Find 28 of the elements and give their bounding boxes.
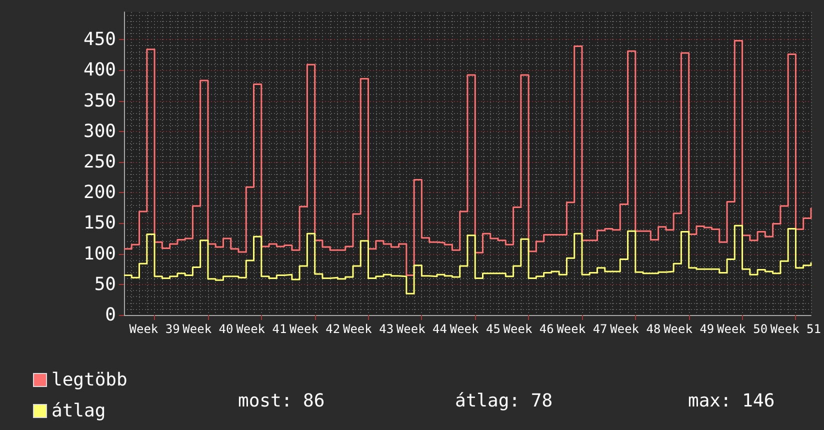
y-tick-label: 350 bbox=[83, 90, 116, 112]
x-tick-label: Week 42 bbox=[290, 322, 340, 336]
y-tick-label: 0 bbox=[105, 304, 116, 326]
y-tick-label: 100 bbox=[83, 243, 116, 264]
y-tick-label: 150 bbox=[83, 212, 116, 234]
text: átlag: 78 bbox=[455, 390, 553, 412]
y-tick-label: 400 bbox=[83, 60, 116, 81]
y-tick-label: 300 bbox=[83, 120, 116, 142]
text: most: 86 bbox=[238, 390, 325, 412]
x-tick-label: Week 50 bbox=[716, 322, 768, 336]
text: max: 146 bbox=[688, 390, 775, 412]
x-tick-label: Week 51 bbox=[770, 322, 822, 336]
x-tick-label: Week 48 bbox=[610, 322, 661, 336]
x-tick-label: Week 45 bbox=[450, 322, 500, 336]
y-tick-label: 250 bbox=[83, 151, 116, 172]
x-tick-label: Week 39 bbox=[129, 322, 180, 336]
x-tick-label: Week 46 bbox=[503, 322, 554, 336]
x-tick-label: Week 41 bbox=[236, 322, 287, 336]
y-tick-label: 50 bbox=[94, 274, 116, 295]
legend-label: átlag bbox=[52, 400, 106, 422]
x-tick-label: Week 47 bbox=[556, 322, 608, 336]
x-tick-label: Week 40 bbox=[182, 322, 234, 336]
y-tick-label: 450 bbox=[83, 29, 116, 50]
x-tick-label: Week 44 bbox=[396, 322, 447, 336]
legend-label: legtöbb bbox=[52, 370, 128, 390]
y-tick-label: 200 bbox=[83, 182, 116, 204]
x-tick-label: Week 49 bbox=[664, 322, 714, 336]
x-tick-label: Week 43 bbox=[342, 322, 394, 336]
